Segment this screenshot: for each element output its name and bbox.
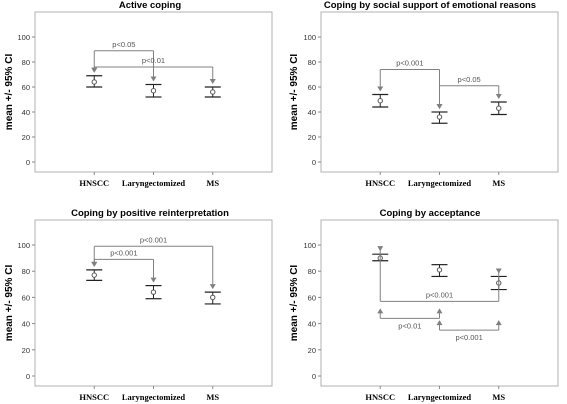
plot-frame xyxy=(34,219,273,387)
y-tick-label: 80 xyxy=(308,267,316,276)
y-axis-label: mean +/- 95% CI xyxy=(4,265,15,342)
x-tick-label: Laryngectomized xyxy=(408,178,472,188)
mean-marker xyxy=(377,98,383,104)
chart-title: Coping by acceptance xyxy=(380,208,481,219)
mean-marker xyxy=(436,267,443,273)
comparison-arrow xyxy=(436,320,443,326)
p-value-label: p<0.001 xyxy=(426,290,453,299)
y-tick-label: 40 xyxy=(22,108,30,117)
comparison-arrow xyxy=(436,104,443,109)
comparison-arrow xyxy=(150,76,157,82)
y-axis-label: mean +/- 95% CI xyxy=(289,265,300,342)
y-tick-label: 100 xyxy=(303,33,316,42)
y-tick-label: 60 xyxy=(22,293,30,302)
p-value-label: p<0.001 xyxy=(140,235,167,244)
chart-title: Coping by social support of emotional re… xyxy=(324,0,536,11)
y-tick-label: 0 xyxy=(312,372,316,381)
x-tick-label: Laryngectomized xyxy=(408,392,472,402)
y-tick-label: 40 xyxy=(22,320,30,329)
comparison-arrow xyxy=(377,308,384,314)
comparison-arrow xyxy=(150,277,157,283)
comparison-arrow xyxy=(209,284,216,290)
x-tick-label: MS xyxy=(206,178,219,188)
y-tick-label: 0 xyxy=(312,158,316,167)
x-tick-label: Laryngectomized xyxy=(122,178,186,188)
y-tick-label: 20 xyxy=(22,346,30,355)
mean-marker xyxy=(91,79,97,85)
y-tick-label: 20 xyxy=(308,133,316,142)
mean-marker xyxy=(436,114,443,120)
comparison-arrow xyxy=(209,79,216,84)
y-tick-label: 0 xyxy=(26,158,30,167)
comparison-arrow xyxy=(377,86,384,92)
p-value-label: p<0.001 xyxy=(455,333,482,342)
mean-marker xyxy=(150,289,157,295)
x-tick-label: HNSCC xyxy=(365,178,395,188)
mean-marker xyxy=(150,88,157,94)
y-tick-label: 40 xyxy=(308,108,316,117)
y-tick-label: 20 xyxy=(308,346,316,355)
x-tick-label: HNSCC xyxy=(79,392,109,402)
mean-marker xyxy=(496,105,502,111)
p-value-label: p<0.05 xyxy=(458,75,481,84)
mean-marker xyxy=(210,89,216,95)
y-tick-label: 80 xyxy=(308,58,316,67)
plot-frame xyxy=(320,219,559,387)
mean-marker xyxy=(210,294,216,301)
comparison-arrow xyxy=(436,308,443,314)
x-tick-label: MS xyxy=(492,178,505,188)
p-value-label: p<0.05 xyxy=(112,40,135,49)
comparison-arrow xyxy=(495,94,502,99)
x-tick-label: MS xyxy=(206,392,219,402)
y-tick-label: 80 xyxy=(22,267,30,276)
p-value-label: p<0.001 xyxy=(110,248,137,257)
p-value-label: p<0.001 xyxy=(396,59,423,68)
y-tick-label: 60 xyxy=(308,83,316,92)
y-axis-label: mean +/- 95% CI xyxy=(289,54,300,131)
y-tick-label: 20 xyxy=(22,133,30,142)
comparison-arrow xyxy=(377,246,384,252)
y-axis-label: mean +/- 95% CI xyxy=(4,54,15,131)
x-tick-label: HNSCC xyxy=(79,178,109,188)
comparison-arrow xyxy=(91,67,98,73)
p-value-label: p<0.01 xyxy=(398,321,421,330)
x-tick-label: Laryngectomized xyxy=(122,392,186,402)
mean-marker xyxy=(91,272,97,278)
comparison-arrow xyxy=(495,268,502,274)
x-tick-label: HNSCC xyxy=(365,392,395,402)
y-tick-label: 100 xyxy=(303,241,316,250)
comparison-arrow xyxy=(495,320,502,326)
y-tick-label: 100 xyxy=(17,241,30,250)
y-tick-label: 100 xyxy=(17,33,30,42)
y-tick-label: 60 xyxy=(308,293,316,302)
y-tick-label: 40 xyxy=(308,320,316,329)
y-tick-label: 60 xyxy=(22,83,30,92)
p-value-label: p<0.01 xyxy=(142,56,165,65)
comparison-arrow xyxy=(91,261,98,267)
y-tick-label: 0 xyxy=(26,372,30,381)
chart-title: Active coping xyxy=(119,0,181,11)
x-tick-label: MS xyxy=(492,392,505,402)
y-tick-label: 80 xyxy=(22,58,30,67)
chart-title: Coping by positive reinterpretation xyxy=(71,208,229,219)
